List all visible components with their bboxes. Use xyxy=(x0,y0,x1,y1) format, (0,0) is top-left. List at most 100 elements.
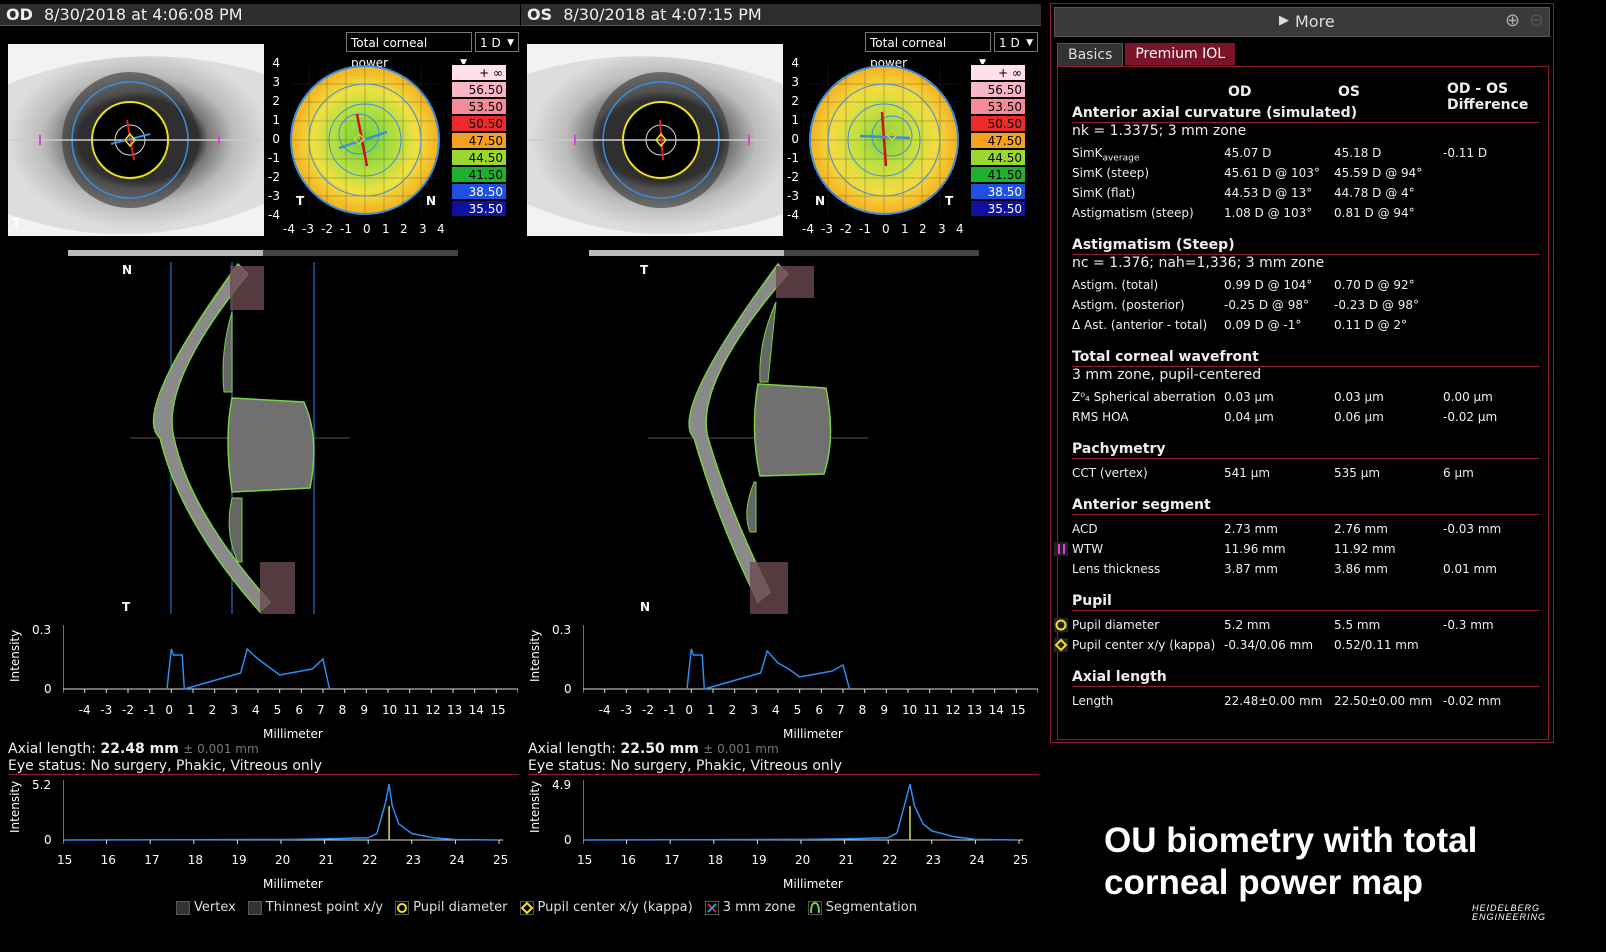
scale-step: 56.50 xyxy=(451,81,507,98)
od-axial-intensity-chart xyxy=(63,780,503,844)
section-title: Astigmatism (Steep) xyxy=(1072,237,1540,255)
os-axial-length: Axial length: 22.50 mm ± 0.001 mm xyxy=(528,741,779,757)
x-tick: 4 xyxy=(772,703,780,717)
cell-od: 22.48±0.00 mm xyxy=(1224,694,1323,708)
od-intensity-ylabel: Intensity xyxy=(8,629,22,682)
os-map-type-dropdown[interactable]: Total corneal power ▼ xyxy=(865,32,991,70)
od-bottom-xlabel: Millimeter xyxy=(263,877,323,891)
cell-od: 5.2 mm xyxy=(1224,618,1271,632)
legend-item-segmentation[interactable]: Segmentation xyxy=(807,900,917,915)
os-map-right-letter: T xyxy=(945,194,954,208)
cell-os: 45.18 D xyxy=(1334,146,1382,160)
scale-step: 47.50 xyxy=(451,132,507,149)
y-tick: -3 xyxy=(268,189,280,203)
os-corneal-power-map[interactable]: N T xyxy=(806,62,962,218)
os-map-yaxis: 4 3 2 1 0 -1 -2 -3 -4 xyxy=(785,56,799,222)
results-section: Total corneal wavefront 3 mm zone, pupil-… xyxy=(1072,349,1540,427)
os-bottom-xticks: 15 16 17 18 19 20 21 22 23 24 25 xyxy=(577,853,1033,869)
table-row: Δ Ast. (anterior - total) 0.09 D @ -1° 0.1… xyxy=(1072,315,1540,335)
legend-item-thinnest-point[interactable]: Thinnest point x/y xyxy=(247,900,383,915)
col-diff-line1: OD - OS xyxy=(1447,81,1509,97)
row-label: CCT (vertex) xyxy=(1072,466,1148,480)
cell-diff: -0.02 mm xyxy=(1443,694,1502,708)
x-tick: 1 xyxy=(707,703,715,717)
caption-line-1: OU biometry with total xyxy=(1104,821,1478,860)
table-header: OD OS OD - OS Difference xyxy=(1228,81,1538,121)
zoom-out-icon[interactable]: ⊖ xyxy=(1529,10,1545,31)
os-scan-slider[interactable] xyxy=(589,250,979,256)
scale-step: 50.50 xyxy=(970,115,1026,132)
results-section: Pachymetry CCT (vertex) 541 µm 535 µm 6 µm xyxy=(1072,441,1540,483)
yellow-diamond-icon xyxy=(519,900,534,915)
od-step-dropdown[interactable]: 1 D ▼ xyxy=(475,32,519,52)
x-tick: 1 xyxy=(901,222,909,236)
od-axial-value: 22.48 mm xyxy=(100,741,179,757)
legend-item-pupil-center[interactable]: Pupil center x/y (kappa) xyxy=(519,900,693,915)
legend-item-vertex[interactable]: Vertex xyxy=(176,900,236,915)
x-tick: 12 xyxy=(425,703,441,717)
od-corneal-power-map[interactable]: T N xyxy=(287,62,443,218)
os-step-dropdown[interactable]: 1 D ▼ xyxy=(994,32,1038,52)
y-tick: 4 xyxy=(791,56,799,70)
x-tick: 3 xyxy=(938,222,946,236)
os-header: OS 8/30/2018 at 4:07:15 PM xyxy=(521,4,1041,26)
legend-item-pupil-diameter[interactable]: Pupil diameter xyxy=(395,900,508,915)
zoom-in-icon[interactable]: ⊕ xyxy=(1505,10,1521,31)
x-tick: -2 xyxy=(642,703,654,717)
section-title: Axial length xyxy=(1072,669,1540,687)
cross-icon xyxy=(704,900,719,915)
od-map-type-dropdown[interactable]: Total corneal power ▼ xyxy=(346,32,472,70)
table-row: Z⁰₄ Spherical aberration 0.03 µm 0.03 µm 0.… xyxy=(1072,387,1540,407)
table-row: Length 22.48±0.00 mm 22.50±0.00 mm -0.02 mm xyxy=(1072,691,1540,711)
x-tick: 7 xyxy=(317,703,325,717)
x-tick: 2 xyxy=(919,222,927,236)
more-label: More xyxy=(1295,12,1335,31)
cell-od: 45.07 D xyxy=(1224,146,1272,160)
segmentation-icon xyxy=(807,900,822,915)
results-section: Pupil Pupil diameter 5.2 mm 5.5 mm -0.3 mm Pu… xyxy=(1054,593,1540,655)
os-scan-slider-handle[interactable] xyxy=(589,250,784,256)
od-eye-label: OD xyxy=(6,5,33,24)
cell-os: 0.70 D @ 92° xyxy=(1334,278,1415,292)
x-tick: 0 xyxy=(685,703,693,717)
x-tick: 9 xyxy=(360,703,368,717)
section-title: Total corneal wavefront xyxy=(1072,349,1540,367)
cell-diff: -0.02 µm xyxy=(1443,410,1498,424)
x-tick: 15 xyxy=(57,853,73,867)
scale-step: + ∞ xyxy=(970,64,1026,81)
row-label: SimK (steep) xyxy=(1072,166,1150,180)
x-tick: 23 xyxy=(405,853,422,867)
x-tick: 14 xyxy=(468,703,484,717)
section-title: Pachymetry xyxy=(1072,441,1540,459)
table-row: Lens thickness 3.87 mm 3.86 mm 0.01 mm xyxy=(1072,559,1540,579)
x-tick: -4 xyxy=(598,703,611,717)
row-label: WTW xyxy=(1072,542,1104,556)
cell-diff: 6 µm xyxy=(1443,466,1474,480)
od-oct-scan[interactable]: N T xyxy=(120,262,360,614)
tab-premium-iol[interactable]: Premium IOL xyxy=(1125,43,1236,65)
table-row: Astigm. (posterior) -0.25 D @ 98° -0.23 D … xyxy=(1072,295,1540,315)
x-tick: 0 xyxy=(363,222,371,236)
x-tick: -1 xyxy=(859,222,871,236)
table-row: Astigm. (total) 0.99 D @ 104° 0.70 D @ 92° xyxy=(1072,275,1540,295)
x-tick: 1 xyxy=(382,222,390,236)
y-tick: -2 xyxy=(268,170,280,184)
od-anterior-intensity-chart xyxy=(63,625,518,693)
intensity-series-line xyxy=(583,783,1020,841)
more-button[interactable]: ▶ More ⊕ ⊖ xyxy=(1054,7,1550,37)
table-row: WTW 11.96 mm 11.92 mm xyxy=(1054,539,1540,559)
cell-os: 45.59 D @ 94° xyxy=(1334,166,1423,180)
results-section: Axial length Length 22.48±0.00 mm 22.50±0.0… xyxy=(1072,669,1540,711)
tab-basics[interactable]: Basics xyxy=(1057,43,1124,67)
os-scan-bottom-letter: N xyxy=(640,600,651,614)
legend-item-3mm-zone[interactable]: 3 mm zone xyxy=(704,900,796,915)
x-tick: 13 xyxy=(447,703,463,717)
x-tick: 10 xyxy=(382,703,398,717)
x-tick: 23 xyxy=(925,853,942,867)
od-scan-top-letter: N xyxy=(122,263,133,277)
od-scan-slider-handle[interactable] xyxy=(68,250,263,256)
x-tick: 24 xyxy=(969,853,985,867)
os-oct-scan[interactable]: T N xyxy=(638,262,878,614)
od-scan-slider[interactable] xyxy=(68,250,458,256)
scale-step: 38.50 xyxy=(451,183,507,200)
